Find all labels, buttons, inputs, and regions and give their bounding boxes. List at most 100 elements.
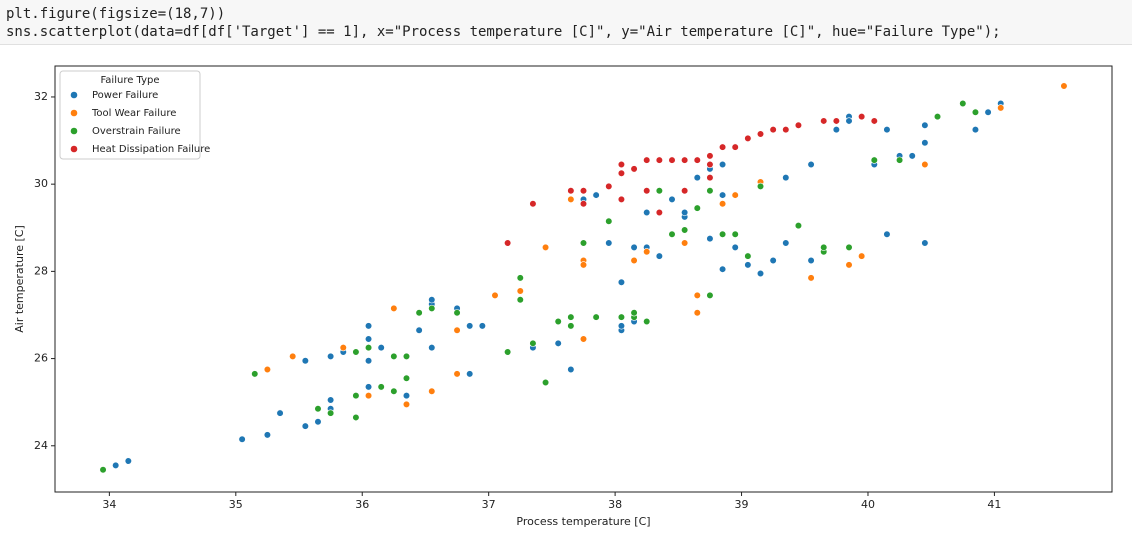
- point: [453, 370, 461, 378]
- point: [744, 134, 752, 142]
- point: [466, 370, 474, 378]
- point: [579, 261, 588, 269]
- point: [832, 126, 840, 134]
- point: [718, 191, 727, 199]
- point: [718, 265, 727, 273]
- point: [617, 313, 626, 321]
- point: [769, 126, 777, 134]
- point: [617, 195, 626, 204]
- point: [390, 387, 398, 395]
- x-tick-label: 34: [102, 498, 116, 511]
- point: [402, 400, 411, 408]
- point: [807, 256, 815, 265]
- point: [794, 121, 803, 129]
- point: [794, 221, 803, 230]
- point: [693, 156, 701, 164]
- point: [1060, 82, 1068, 90]
- point: [731, 191, 739, 199]
- point: [718, 143, 727, 151]
- point: [807, 160, 815, 169]
- code-cell: plt.figure(figsize=(18,7)) sns.scatterpl…: [0, 0, 1132, 45]
- legend-marker: [70, 145, 78, 153]
- point: [364, 383, 373, 391]
- point: [592, 313, 600, 321]
- x-tick-label: 40: [861, 498, 875, 511]
- point: [402, 392, 411, 400]
- point: [921, 139, 929, 147]
- legend-title: Failure Type: [100, 75, 159, 86]
- point: [782, 174, 790, 182]
- point: [478, 322, 486, 330]
- point: [984, 108, 992, 116]
- point: [782, 239, 790, 247]
- point: [453, 309, 461, 317]
- point: [617, 278, 626, 286]
- point: [554, 317, 562, 326]
- point: [289, 352, 297, 360]
- point: [706, 160, 714, 169]
- point: [327, 396, 335, 404]
- point: [352, 413, 360, 422]
- point: [428, 344, 436, 352]
- point: [567, 365, 575, 374]
- x-tick-label: 39: [735, 498, 749, 511]
- point: [845, 243, 853, 251]
- point: [643, 317, 651, 326]
- point: [997, 104, 1005, 112]
- point: [605, 239, 613, 247]
- point: [832, 117, 840, 125]
- point: [339, 344, 347, 352]
- point: [706, 235, 714, 243]
- y-tick-label: 24: [34, 439, 48, 452]
- point: [124, 457, 132, 465]
- point: [744, 252, 752, 260]
- legend-label: Overstrain Failure: [92, 126, 181, 137]
- point: [782, 126, 790, 134]
- point: [870, 117, 878, 125]
- point: [681, 187, 689, 195]
- point: [364, 335, 373, 343]
- x-tick-label: 41: [987, 498, 1001, 511]
- point: [693, 309, 701, 317]
- point: [731, 143, 739, 151]
- point: [402, 374, 411, 382]
- chart: 34 35 36 37 38 39 40 41 24 26 28 30 32 Process temper…: [13, 65, 1113, 528]
- point: [415, 326, 423, 334]
- point: [845, 117, 853, 125]
- point: [314, 418, 322, 426]
- point: [883, 126, 891, 134]
- point: [655, 208, 663, 217]
- point: [466, 322, 474, 330]
- x-tick-label: 38: [608, 498, 622, 511]
- point: [567, 187, 575, 195]
- point: [693, 291, 701, 299]
- x-axis-label: Process temperature [C]: [516, 515, 650, 528]
- legend-marker: [70, 127, 78, 135]
- point: [605, 182, 613, 190]
- point: [617, 160, 626, 169]
- point: [971, 126, 980, 134]
- point: [516, 274, 524, 282]
- point: [428, 304, 436, 313]
- point: [516, 296, 524, 304]
- point: [301, 422, 309, 430]
- point: [352, 392, 360, 400]
- point: [820, 243, 828, 251]
- y-tick-label: 30: [34, 177, 48, 190]
- point: [112, 461, 120, 470]
- point: [959, 99, 967, 108]
- point: [630, 243, 638, 251]
- point: [807, 274, 815, 282]
- point: [643, 208, 651, 217]
- point: [693, 204, 701, 212]
- y-tick-label: 32: [34, 90, 48, 103]
- point: [529, 339, 537, 347]
- legend-marker: [70, 109, 78, 117]
- point: [921, 121, 929, 129]
- point: [756, 130, 765, 138]
- point: [845, 261, 853, 269]
- point: [617, 169, 626, 177]
- point: [327, 409, 335, 417]
- point: [402, 352, 411, 360]
